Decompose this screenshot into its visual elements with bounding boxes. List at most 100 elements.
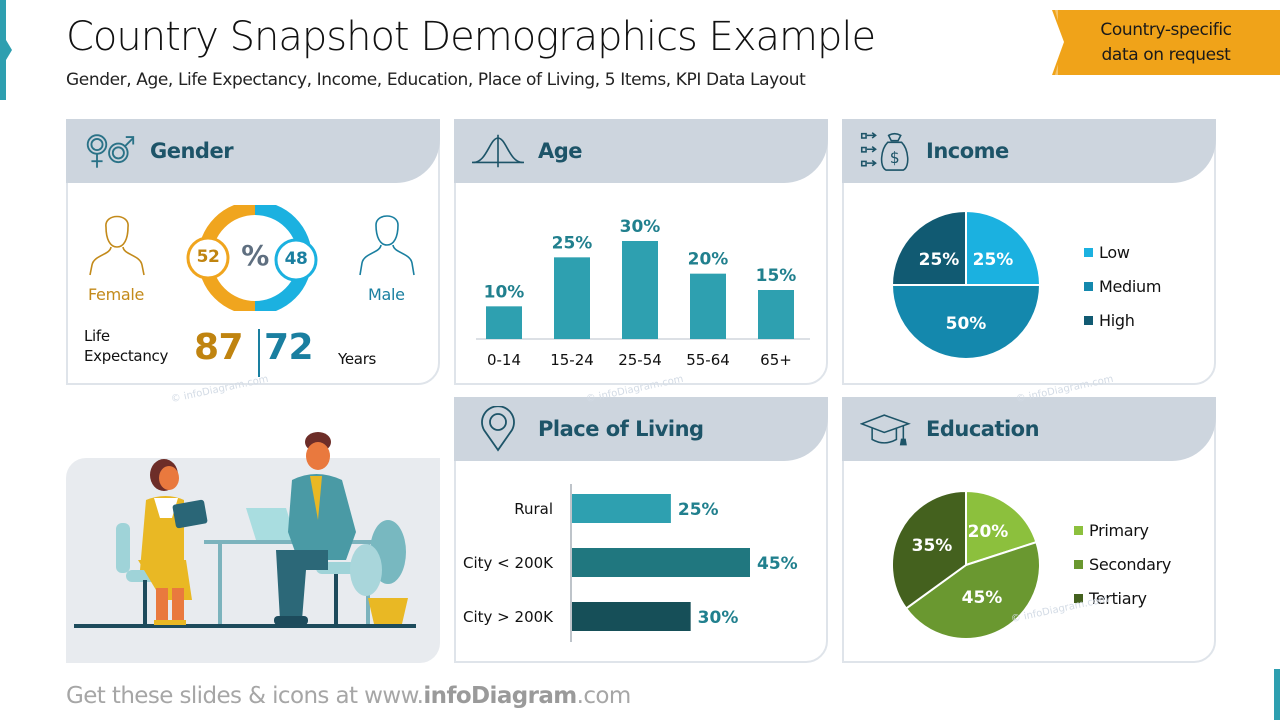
legend-label: Primary: [1089, 521, 1149, 540]
place-bar-value: 25%: [678, 500, 719, 520]
place-bar: [572, 602, 691, 631]
pie-slice-label: 20%: [968, 522, 1009, 542]
legend-label: Low: [1099, 243, 1130, 262]
legend-swatch: [1084, 248, 1093, 257]
pie-slice: [890, 209, 967, 286]
place-card-title: Place of Living: [538, 417, 704, 441]
graduation-cap-icon: [860, 407, 912, 451]
education-card-header: Education: [842, 397, 1216, 461]
education-legend: Primary Secondary Tertiary: [1074, 521, 1171, 623]
education-card-title: Education: [926, 417, 1040, 441]
pie-slice-label: 45%: [962, 588, 1003, 608]
banner-line-2: data on request: [1101, 44, 1231, 65]
pie-slice: [965, 489, 1038, 567]
pie-slice: [890, 284, 1042, 360]
age-bar: [486, 306, 522, 339]
legend-item: Primary: [1074, 521, 1171, 540]
pie-slice: [891, 489, 967, 610]
place-category-label: City < 200K: [463, 554, 554, 572]
legend-swatch: [1074, 560, 1083, 569]
legend-swatch: [1074, 526, 1083, 535]
gender-card-header: Gender: [66, 119, 440, 183]
male-life-expectancy: 72: [264, 327, 314, 368]
life-expectancy-divider: [258, 329, 260, 377]
legend-item: Secondary: [1074, 555, 1171, 574]
place-category-label: City > 200K: [463, 608, 554, 626]
income-card-title: Income: [926, 139, 1009, 163]
income-card: $ Income 25% 50% 25% Low Medium High: [842, 119, 1216, 385]
legend-label: Medium: [1099, 277, 1162, 296]
pie-slice-label: 50%: [946, 314, 987, 334]
age-bar: [758, 290, 794, 339]
age-bar-value: 15%: [756, 266, 797, 286]
age-category-label: 15-24: [550, 351, 594, 369]
age-card: Age 10% 0-14 25% 15-24 30% 25-54 20% 55-64 15% 65…: [454, 119, 828, 385]
female-life-expectancy: 87: [194, 327, 244, 368]
legend-swatch: [1084, 282, 1093, 291]
age-bar-chart: 10% 0-14 25% 15-24 30% 25-54 20% 55-64 15% 65+: [474, 201, 814, 381]
female-percentage: 52: [196, 247, 220, 267]
age-card-header: Age: [454, 119, 828, 183]
place-bar-chart: Rural 25% City < 200K 45% City > 200K 30%: [456, 479, 830, 649]
footer-promo-link[interactable]: Get these slides & icons at www.infoDiag…: [66, 683, 631, 709]
pie-slice-label: 25%: [919, 250, 960, 270]
money-bag-icon: $: [860, 129, 912, 173]
years-label: Years: [338, 350, 377, 368]
age-bar-value: 30%: [620, 217, 661, 237]
place-bar: [572, 548, 750, 577]
male-label: Male: [368, 285, 405, 304]
banner-line-1: Country-specific: [1100, 19, 1232, 40]
male-person-icon: [354, 207, 420, 282]
age-bar: [622, 241, 658, 339]
gender-symbols-icon: [84, 129, 136, 173]
income-pie-chart: 25% 50% 25%: [890, 209, 1042, 361]
place-category-label: Rural: [514, 500, 553, 518]
age-bar: [554, 257, 590, 339]
place-bar-value: 30%: [698, 608, 739, 628]
legend-label: High: [1099, 311, 1135, 330]
life-expectancy-label: Life Expectancy: [84, 327, 169, 365]
age-bar-value: 20%: [688, 250, 729, 270]
page-title: Country Snapshot Demographics Example: [66, 14, 876, 60]
svg-text:$: $: [890, 149, 900, 167]
age-category-label: 0-14: [487, 351, 521, 369]
left-accent-arrow: [6, 40, 12, 60]
gender-card: Gender Female 52 % 48 Male Life Expectan…: [66, 119, 440, 385]
page-subtitle: Gender, Age, Life Expectancy, Income, Ed…: [66, 70, 806, 90]
age-category-label: 55-64: [686, 351, 730, 369]
place-of-living-card: Place of Living Rural 25% City < 200K 45% Ci…: [454, 397, 828, 663]
business-people-illustration: [74, 432, 416, 628]
pie-slice-label: 35%: [912, 536, 953, 556]
education-pie-chart: 20% 45% 35%: [890, 489, 1042, 641]
gender-donut-chart: 52 % 48: [186, 201, 346, 315]
male-percentage: 48: [284, 249, 308, 269]
age-bar: [690, 273, 726, 339]
income-legend: Low Medium High: [1084, 243, 1161, 345]
legend-label: Secondary: [1089, 555, 1172, 574]
bell-curve-icon: [472, 129, 524, 173]
left-accent-bar: [0, 0, 6, 100]
legend-swatch: [1084, 316, 1093, 325]
age-category-label: 25-54: [618, 351, 662, 369]
age-category-label: 65+: [760, 351, 792, 369]
legend-item: High: [1084, 311, 1161, 330]
legend-swatch: [1074, 594, 1083, 603]
right-accent-bar: [1274, 669, 1280, 720]
pie-slice: [965, 209, 1042, 286]
place-bar: [572, 494, 671, 523]
percent-symbol: %: [241, 239, 269, 272]
place-card-header: Place of Living: [454, 397, 828, 461]
legend-item: Tertiary: [1074, 589, 1171, 608]
pie-slice-label: 25%: [973, 250, 1014, 270]
education-card: Education 20% 45% 35% Primary Secondary Tert…: [842, 397, 1216, 663]
legend-item: Low: [1084, 243, 1161, 262]
legend-label: Tertiary: [1089, 589, 1147, 608]
female-label: Female: [88, 285, 145, 304]
gender-card-title: Gender: [150, 139, 234, 163]
legend-item: Medium: [1084, 277, 1161, 296]
age-bar-value: 10%: [484, 282, 525, 302]
location-pin-icon: [472, 406, 524, 452]
female-person-icon: [84, 207, 150, 282]
pie-slice: [904, 540, 1041, 640]
income-card-header: $ Income: [842, 119, 1216, 183]
